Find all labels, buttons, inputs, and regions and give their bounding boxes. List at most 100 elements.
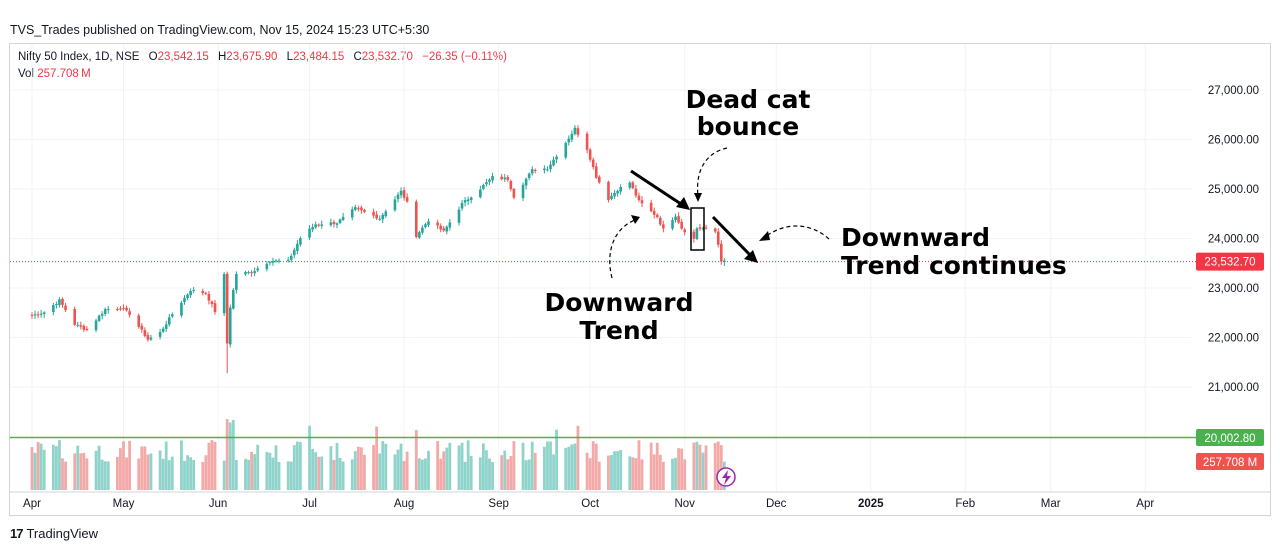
candle-body bbox=[570, 133, 574, 140]
x-tick-label: Apr bbox=[23, 498, 41, 510]
candle-body bbox=[164, 324, 168, 329]
volume-bar bbox=[512, 441, 516, 490]
candle-body bbox=[424, 224, 427, 228]
volume-bar bbox=[146, 454, 150, 490]
candle-body bbox=[210, 301, 214, 305]
volume-bar bbox=[436, 441, 440, 490]
volume-bar bbox=[482, 443, 485, 490]
annotation-text: Trend continues bbox=[841, 251, 1067, 280]
candle-body bbox=[381, 214, 385, 220]
candle-body bbox=[649, 202, 653, 212]
volume-bar bbox=[82, 452, 86, 490]
candle-body bbox=[616, 190, 619, 194]
candle-body bbox=[445, 226, 449, 232]
volume-bar bbox=[299, 442, 302, 490]
volume-bar bbox=[716, 441, 720, 490]
candle-body bbox=[268, 262, 272, 264]
volume-bar bbox=[503, 450, 507, 490]
arrowhead-icon bbox=[744, 250, 758, 263]
tradingview-mark-icon: 17 bbox=[10, 526, 24, 541]
volume-bar bbox=[51, 444, 55, 490]
candle-body bbox=[598, 176, 601, 183]
volume-bar bbox=[421, 459, 424, 490]
candle-body bbox=[299, 238, 302, 245]
candle-body bbox=[149, 337, 153, 340]
volume-bar bbox=[329, 446, 333, 490]
volume-bar bbox=[137, 458, 141, 490]
candle-body bbox=[213, 303, 217, 313]
volume-bar bbox=[546, 441, 549, 490]
trend-arrow-2 bbox=[711, 215, 754, 259]
candle-body bbox=[701, 228, 705, 230]
volume-bar bbox=[637, 440, 641, 490]
candle-body bbox=[36, 314, 40, 316]
candle-body bbox=[442, 228, 446, 231]
volume-bar bbox=[201, 461, 205, 490]
candle-body bbox=[97, 315, 101, 321]
change-value: −26.35 (−0.11%) bbox=[422, 51, 507, 63]
candle-body bbox=[106, 309, 110, 311]
volume-bar bbox=[335, 442, 339, 490]
tradingview-logo[interactable]: 17 TradingView bbox=[10, 526, 98, 541]
candle-body bbox=[317, 224, 320, 226]
candle-body bbox=[119, 308, 122, 310]
candle-body bbox=[350, 209, 354, 218]
candle-body bbox=[384, 211, 388, 217]
candle-body bbox=[329, 222, 333, 226]
candle-body bbox=[704, 227, 708, 229]
volume-bar bbox=[457, 445, 461, 490]
volume-bar bbox=[186, 455, 189, 490]
candle-body bbox=[42, 312, 46, 314]
candle-body bbox=[320, 224, 324, 226]
volume-bar bbox=[372, 445, 375, 490]
volume-bar bbox=[628, 456, 632, 490]
candle-body bbox=[143, 330, 147, 337]
volume-bar bbox=[119, 448, 122, 490]
candle-body bbox=[527, 173, 531, 179]
low-label: L bbox=[286, 51, 294, 63]
candle-body bbox=[482, 185, 485, 189]
candle-body bbox=[225, 273, 229, 344]
candle-body bbox=[204, 292, 208, 294]
candle-body bbox=[628, 182, 632, 188]
candle-body bbox=[640, 200, 644, 204]
symbol-label[interactable]: Nifty 50 Index, 1D, NSE bbox=[18, 51, 140, 63]
annotation-text: Dead cat bbox=[686, 85, 811, 114]
candle-body bbox=[503, 177, 507, 180]
volume-bar bbox=[244, 458, 247, 490]
candle-body bbox=[207, 294, 211, 301]
candle-body bbox=[311, 227, 314, 230]
candle-body bbox=[341, 216, 345, 220]
x-tick-label: Aug bbox=[394, 498, 414, 510]
candle-body bbox=[94, 320, 98, 331]
volume-bar bbox=[509, 456, 513, 490]
x-tick-label: 2025 bbox=[858, 498, 884, 510]
candle-body bbox=[543, 168, 546, 171]
arrowhead-icon bbox=[676, 197, 690, 210]
candle-body bbox=[158, 332, 162, 337]
volume-bars bbox=[30, 419, 726, 490]
candle-body bbox=[256, 268, 259, 271]
candle-body bbox=[713, 228, 717, 232]
candle-body bbox=[500, 176, 503, 180]
candle-body bbox=[631, 182, 635, 189]
volume-bar bbox=[79, 453, 83, 490]
volume-bar bbox=[527, 459, 531, 490]
candle-body bbox=[314, 224, 317, 228]
volume-bar bbox=[677, 448, 680, 490]
volume-bar bbox=[73, 453, 77, 490]
candle-body bbox=[73, 309, 76, 325]
volume-bar bbox=[396, 449, 400, 490]
volume-bar bbox=[530, 441, 534, 490]
candle-body bbox=[100, 313, 104, 316]
volume-bar bbox=[588, 458, 592, 490]
arrowhead-icon bbox=[694, 193, 702, 202]
volume-bar bbox=[713, 442, 717, 490]
arrowhead-icon bbox=[631, 215, 640, 224]
volume-bar bbox=[567, 446, 571, 490]
candle-body bbox=[167, 317, 171, 325]
candle-body bbox=[253, 271, 256, 274]
candle-body bbox=[308, 228, 311, 238]
volume-bar bbox=[704, 445, 708, 490]
